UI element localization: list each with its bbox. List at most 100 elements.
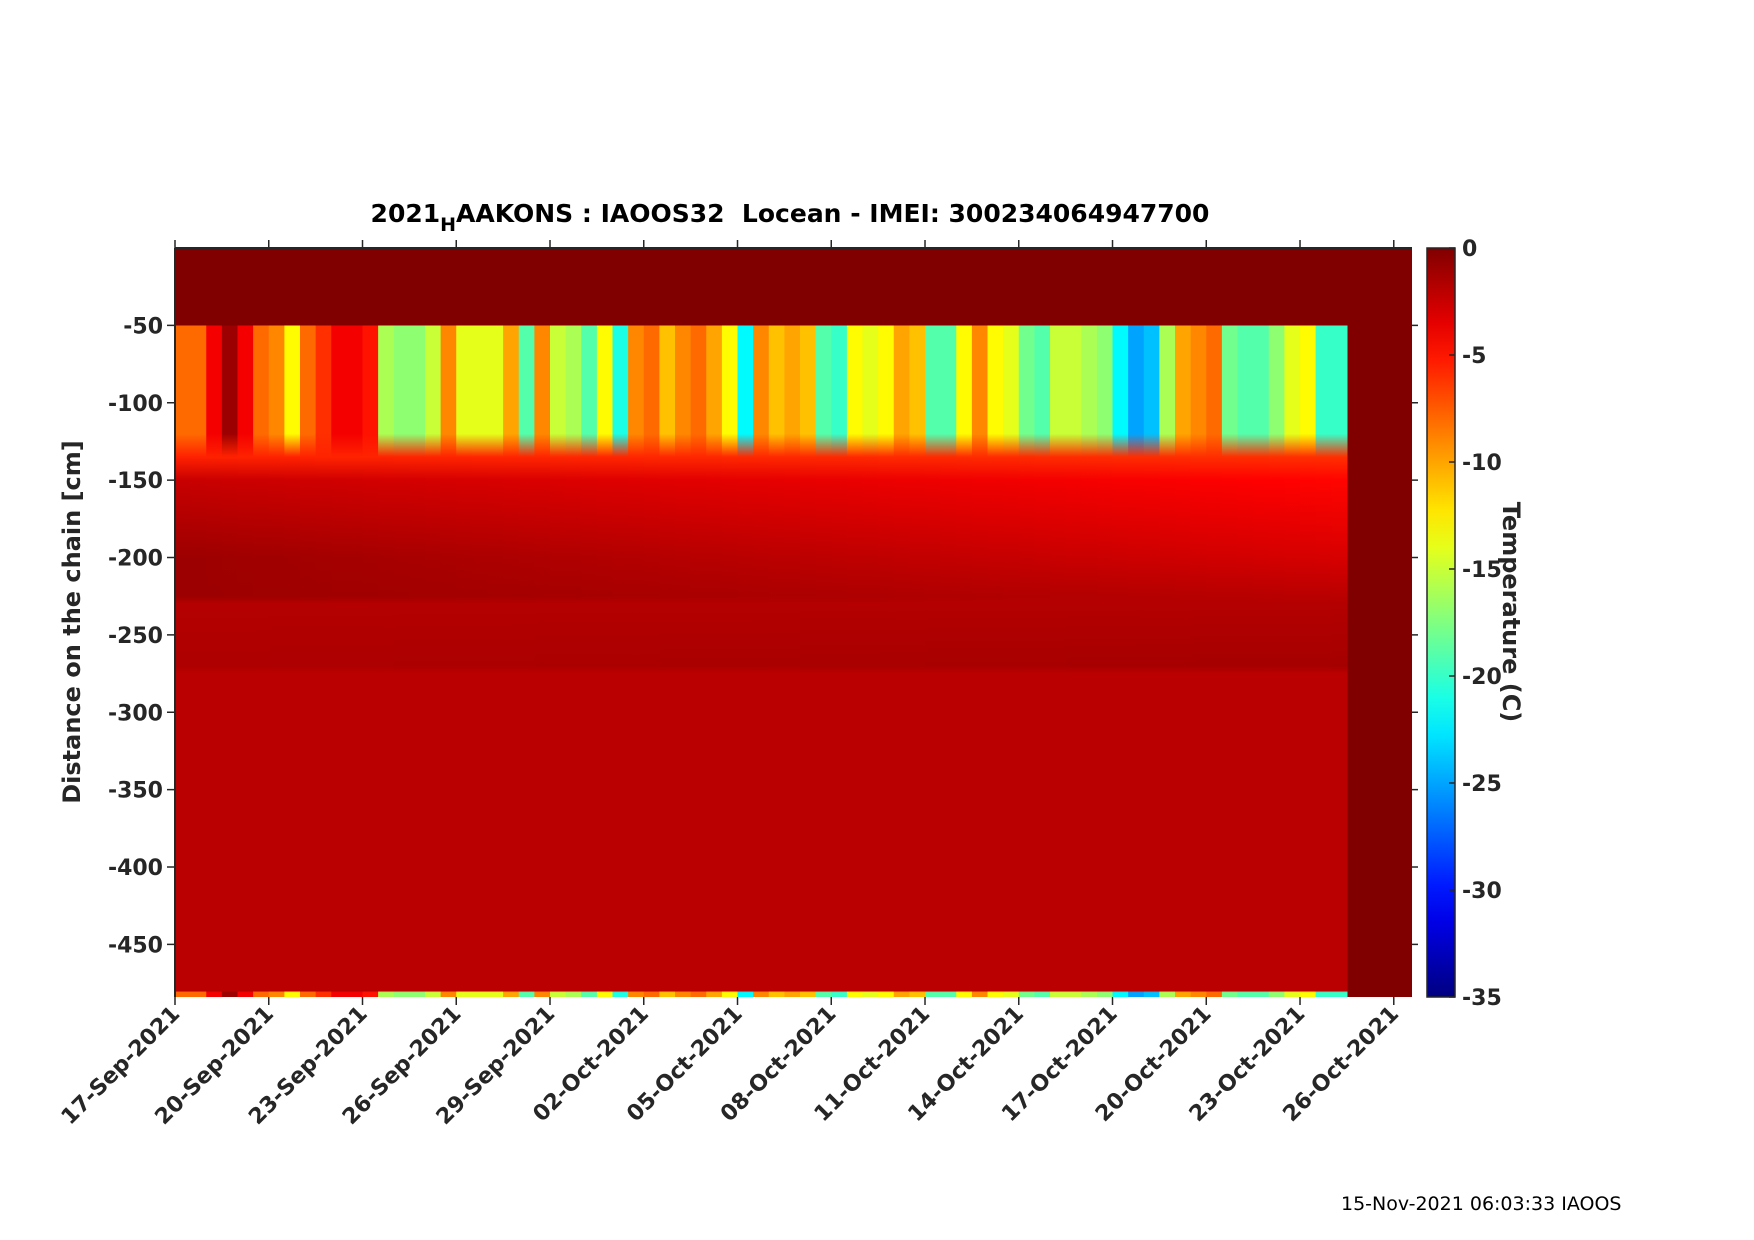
heatmap-column <box>284 248 301 997</box>
y-tick-label: -450 <box>108 933 163 958</box>
heatmap-column <box>1096 248 1114 997</box>
y-tick-label: -50 <box>123 314 163 339</box>
heatmap-column <box>831 248 848 997</box>
heatmap-column <box>659 248 676 997</box>
heatmap-column <box>1284 248 1301 997</box>
heatmap-column <box>784 248 801 997</box>
heatmap-column <box>1190 248 1207 997</box>
y-tick-label: -300 <box>108 701 163 726</box>
heatmap-column <box>893 248 910 997</box>
heatmap-column <box>612 248 629 997</box>
heatmap-column <box>565 248 582 997</box>
heatmap-column <box>862 248 879 997</box>
heatmap-column <box>1300 248 1317 997</box>
y-tick-label: -400 <box>108 856 163 881</box>
heatmap-column <box>409 248 426 997</box>
colorbar-tick-label: -15 <box>1462 558 1502 583</box>
title-subscript: H <box>440 214 456 236</box>
heatmap-column <box>878 248 895 997</box>
heatmap-column <box>206 248 223 997</box>
heatmap-column <box>1034 248 1051 997</box>
heatmap-column <box>1175 248 1192 997</box>
heatmap-column <box>1065 248 1082 997</box>
chart-title: 2021HAAKONS : IAOOS32 Locean - IMEI: 300… <box>371 199 1210 236</box>
heatmap-column <box>503 248 520 997</box>
heatmap-column <box>690 248 707 997</box>
heatmap-column <box>518 248 535 997</box>
heatmap-column <box>815 248 832 997</box>
heatmap-column <box>253 248 270 997</box>
heatmap-column <box>425 248 442 997</box>
heatmap-column <box>1206 248 1223 997</box>
heatmap-column <box>1315 248 1332 997</box>
heatmap-column <box>362 248 379 997</box>
y-tick-label: -100 <box>108 392 163 417</box>
heatmap-column <box>550 248 567 997</box>
colorbar-tick-label: -5 <box>1462 344 1486 369</box>
y-tick-label: -150 <box>108 469 163 494</box>
heatmap-column <box>1237 248 1254 997</box>
heatmap-column <box>534 248 551 997</box>
heatmap-column <box>268 248 285 997</box>
heatmap-column <box>1159 248 1176 997</box>
heatmap-column <box>768 248 785 997</box>
colorbar-tick-label: -35 <box>1462 986 1502 1011</box>
heatmap-column <box>987 248 1004 997</box>
heatmap-column <box>581 248 598 997</box>
heatmap-column <box>675 248 692 997</box>
heatmap-column <box>1081 248 1098 997</box>
heatmap-column <box>221 248 239 997</box>
footer-timestamp: 15-Nov-2021 06:03:33 IAOOS <box>1341 1193 1621 1215</box>
heatmap-column <box>706 248 723 997</box>
heatmap-column <box>971 248 989 997</box>
heatmap-column <box>456 248 473 997</box>
heatmap-column <box>175 248 192 997</box>
colorbar-tick-label: -20 <box>1462 665 1502 690</box>
heatmap-column <box>1268 248 1285 997</box>
heatmap-column <box>393 248 410 997</box>
heatmap-column <box>190 248 207 997</box>
colorbar-tick-label: 0 <box>1462 237 1477 262</box>
colorbar-tick-label: -10 <box>1462 451 1502 476</box>
colorbar-ticks: 0 -5 -10 -15 -20 -25 -30 -35 <box>1449 237 1502 1011</box>
heatmap-column <box>596 248 614 997</box>
heatmap-column <box>956 248 973 997</box>
heatmap-column <box>1018 248 1035 997</box>
heatmap-column <box>800 248 817 997</box>
heatmap-column <box>346 248 364 997</box>
heatmap-column <box>1128 248 1145 997</box>
heatmap-column <box>440 248 457 997</box>
heatmap-column <box>1253 248 1270 997</box>
heatmap-column <box>737 248 754 997</box>
heatmap-column <box>909 248 926 997</box>
y-axis-label: Distance on the chain [cm] <box>58 440 86 804</box>
heatmap-column <box>300 248 317 997</box>
y-tick-label: -350 <box>108 779 163 804</box>
heatmap-column <box>1003 248 1020 997</box>
heatmap-column <box>1050 248 1067 997</box>
colorbar-tick-label: -25 <box>1462 772 1502 797</box>
heatmap-column <box>487 248 504 997</box>
heatmap-column <box>753 248 770 997</box>
heatmap-column <box>331 248 348 997</box>
heatmap-column <box>721 248 739 997</box>
heatmap-column <box>628 248 645 997</box>
colorbar <box>1426 247 1456 998</box>
heatmap-column <box>1112 248 1129 997</box>
heatmap-column <box>1331 248 1348 997</box>
y-tick-label: -250 <box>108 624 163 649</box>
y-tick-label: -200 <box>108 547 163 572</box>
colorbar-label: Temperature (C) <box>1497 502 1525 723</box>
heatmap-column <box>378 248 395 997</box>
heatmap-column <box>315 248 332 997</box>
heatmap-column <box>925 248 942 997</box>
heatmap-column <box>940 248 957 997</box>
heatmap-column <box>643 248 660 997</box>
heatmap-column <box>471 248 489 997</box>
heatmap-column <box>237 248 254 997</box>
heatmap-column <box>846 248 864 997</box>
colorbar-tick-label: -30 <box>1462 879 1502 904</box>
heatmap-column <box>1221 248 1239 997</box>
heatmap-cells <box>175 248 1348 997</box>
